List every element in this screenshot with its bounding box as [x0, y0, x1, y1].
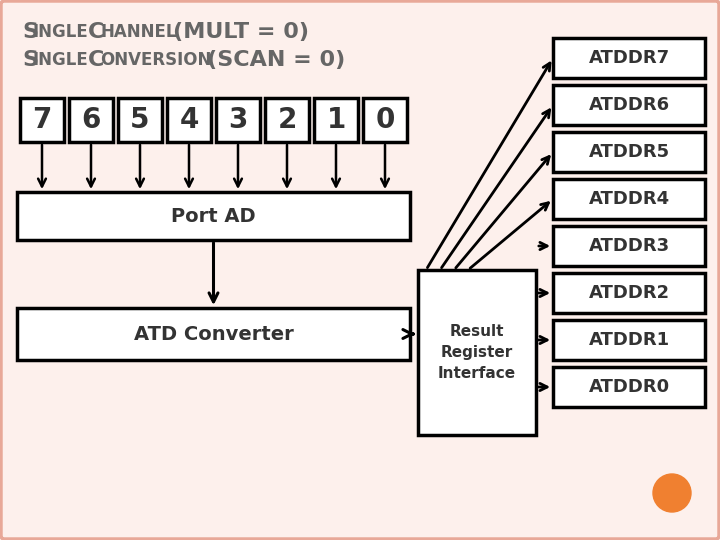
Text: INGLE: INGLE	[33, 51, 89, 69]
Text: ATDDR2: ATDDR2	[588, 284, 670, 302]
Bar	[265, 98, 309, 142]
Text: S: S	[22, 50, 38, 70]
Text: 6: 6	[81, 106, 101, 134]
Bar	[20, 98, 64, 142]
Bar	[216, 98, 260, 142]
Text: HANNEL: HANNEL	[100, 23, 176, 41]
Text: S: S	[22, 22, 38, 42]
Bar	[553, 367, 705, 407]
Bar	[418, 270, 536, 435]
Text: 1: 1	[326, 106, 346, 134]
Bar	[17, 192, 410, 240]
Text: (SCAN = 0): (SCAN = 0)	[207, 50, 346, 70]
Text: ATD Converter: ATD Converter	[134, 325, 293, 343]
Circle shape	[653, 474, 691, 512]
Text: C: C	[88, 50, 104, 70]
Text: ATDDR6: ATDDR6	[588, 96, 670, 114]
Text: ATDDR5: ATDDR5	[588, 143, 670, 161]
Bar	[69, 98, 113, 142]
Text: 7: 7	[32, 106, 52, 134]
Text: 0: 0	[375, 106, 395, 134]
Text: 5: 5	[130, 106, 150, 134]
Text: 2: 2	[277, 106, 297, 134]
Bar	[553, 273, 705, 313]
Bar	[167, 98, 211, 142]
Text: 4: 4	[179, 106, 199, 134]
Text: (MULT = 0): (MULT = 0)	[173, 22, 309, 42]
Bar	[553, 132, 705, 172]
Bar	[553, 179, 705, 219]
Text: ATDDR4: ATDDR4	[588, 190, 670, 208]
Text: 3: 3	[228, 106, 248, 134]
Text: C: C	[88, 22, 104, 42]
Bar	[553, 38, 705, 78]
Text: ATDDR1: ATDDR1	[588, 331, 670, 349]
Text: Result
Register
Interface: Result Register Interface	[438, 324, 516, 381]
Text: INGLE: INGLE	[33, 23, 89, 41]
Text: Port AD: Port AD	[171, 206, 256, 226]
Bar	[363, 98, 407, 142]
Bar	[118, 98, 162, 142]
Text: ATDDR3: ATDDR3	[588, 237, 670, 255]
Bar	[553, 85, 705, 125]
Bar	[553, 226, 705, 266]
Bar	[553, 320, 705, 360]
Text: ATDDR0: ATDDR0	[588, 378, 670, 396]
Text: ATDDR7: ATDDR7	[588, 49, 670, 67]
Bar	[314, 98, 358, 142]
Bar	[17, 308, 410, 360]
Text: ONVERSION: ONVERSION	[100, 51, 212, 69]
